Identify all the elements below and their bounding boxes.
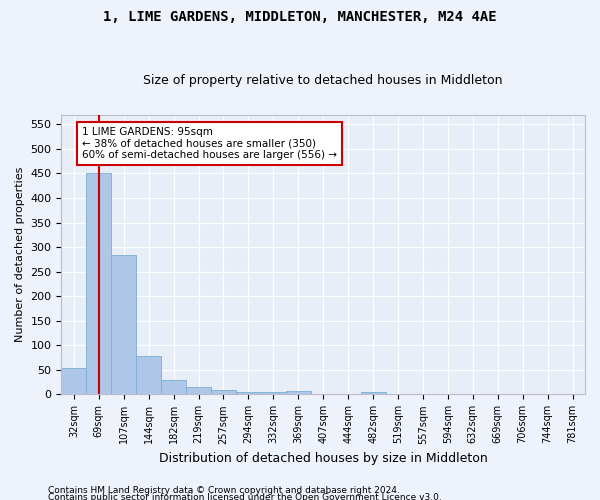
Text: Contains HM Land Registry data © Crown copyright and database right 2024.: Contains HM Land Registry data © Crown c… bbox=[48, 486, 400, 495]
Y-axis label: Number of detached properties: Number of detached properties bbox=[15, 167, 25, 342]
Text: 1 LIME GARDENS: 95sqm
← 38% of detached houses are smaller (350)
60% of semi-det: 1 LIME GARDENS: 95sqm ← 38% of detached … bbox=[82, 127, 337, 160]
Title: Size of property relative to detached houses in Middleton: Size of property relative to detached ho… bbox=[143, 74, 503, 87]
Text: 1, LIME GARDENS, MIDDLETON, MANCHESTER, M24 4AE: 1, LIME GARDENS, MIDDLETON, MANCHESTER, … bbox=[103, 10, 497, 24]
Bar bbox=[61, 368, 86, 394]
Bar bbox=[261, 392, 286, 394]
Bar bbox=[186, 387, 211, 394]
Bar bbox=[236, 392, 261, 394]
Bar bbox=[136, 356, 161, 395]
Bar bbox=[361, 392, 386, 394]
Bar bbox=[111, 256, 136, 394]
Bar bbox=[86, 173, 111, 394]
Text: Contains public sector information licensed under the Open Government Licence v3: Contains public sector information licen… bbox=[48, 494, 442, 500]
Bar bbox=[161, 380, 186, 394]
X-axis label: Distribution of detached houses by size in Middleton: Distribution of detached houses by size … bbox=[159, 452, 488, 465]
Bar bbox=[211, 390, 236, 394]
Bar bbox=[286, 392, 311, 394]
